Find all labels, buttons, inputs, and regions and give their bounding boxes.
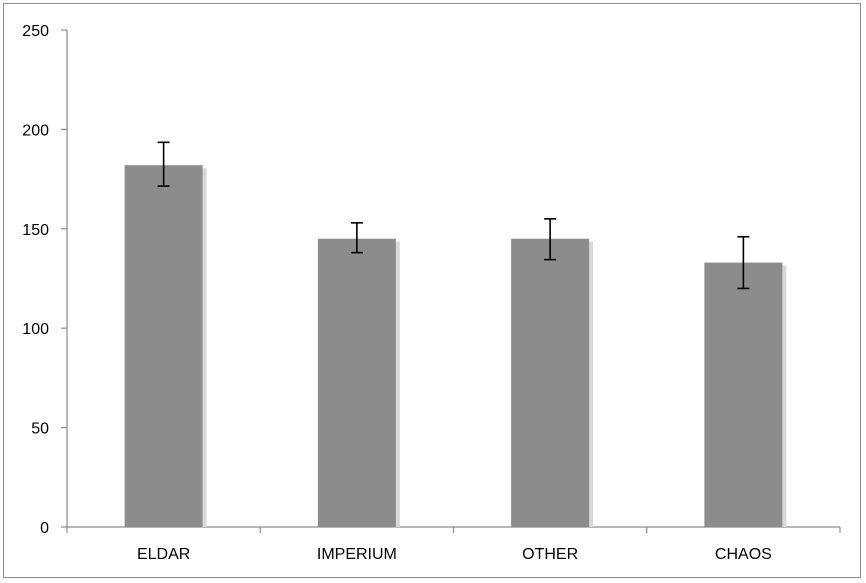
y-tick-label: 50 <box>31 421 49 438</box>
y-tick-label: 100 <box>22 321 49 338</box>
x-category-label: ELDAR <box>137 546 190 563</box>
y-tick-label: 0 <box>40 520 49 537</box>
bar-imperium <box>317 238 396 528</box>
y-tick-label: 200 <box>22 122 49 139</box>
y-tick-label: 250 <box>22 23 49 40</box>
x-category-label: IMPERIUM <box>317 546 397 563</box>
bar-eldar <box>124 165 203 527</box>
x-category-label: CHAOS <box>715 546 772 563</box>
bar-chaos <box>704 262 783 527</box>
x-category-label: OTHER <box>522 546 578 563</box>
y-tick-label: 150 <box>22 222 49 239</box>
bar-other <box>511 238 590 528</box>
